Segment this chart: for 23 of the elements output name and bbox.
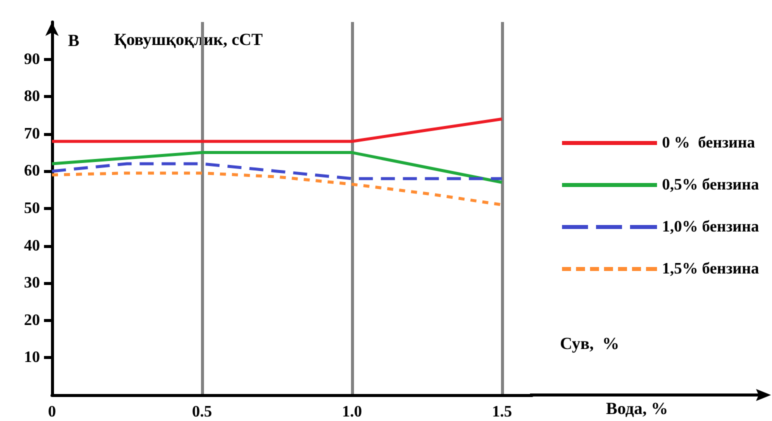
- x-tick-label: 1.5: [492, 404, 512, 420]
- y-tick-label: 20: [24, 312, 40, 329]
- legend-label: 1,5% бензина: [662, 260, 760, 278]
- x-tick-label: 0: [48, 404, 56, 420]
- line-series: [50, 151, 504, 184]
- x-tick-label: 0.5: [192, 404, 212, 420]
- text: Сув, %: [560, 334, 620, 353]
- legend-label: 0,5% бензина: [662, 176, 760, 194]
- legend-label: 1,0% бензина: [662, 218, 760, 236]
- y-tick-label: 90: [24, 50, 40, 68]
- y-tick-label: 30: [24, 274, 40, 292]
- annotation: В: [68, 31, 80, 50]
- y-tick-label: 10: [24, 349, 40, 366]
- y-tick-label: 40: [24, 237, 40, 254]
- y-axis-title: Қовушқоқлик, сСТ: [114, 30, 264, 49]
- x-tick-label: 1.0: [342, 404, 362, 420]
- line-series: [50, 172, 504, 206]
- legend-label: 0 % бензина: [662, 134, 756, 152]
- y-tick-label: 70: [24, 125, 40, 142]
- x-axis-title: Вода, %: [606, 399, 668, 418]
- y-tick-label: 60: [24, 162, 40, 180]
- y-tick-label: 80: [24, 88, 40, 106]
- y-tick-label: 50: [24, 200, 40, 217]
